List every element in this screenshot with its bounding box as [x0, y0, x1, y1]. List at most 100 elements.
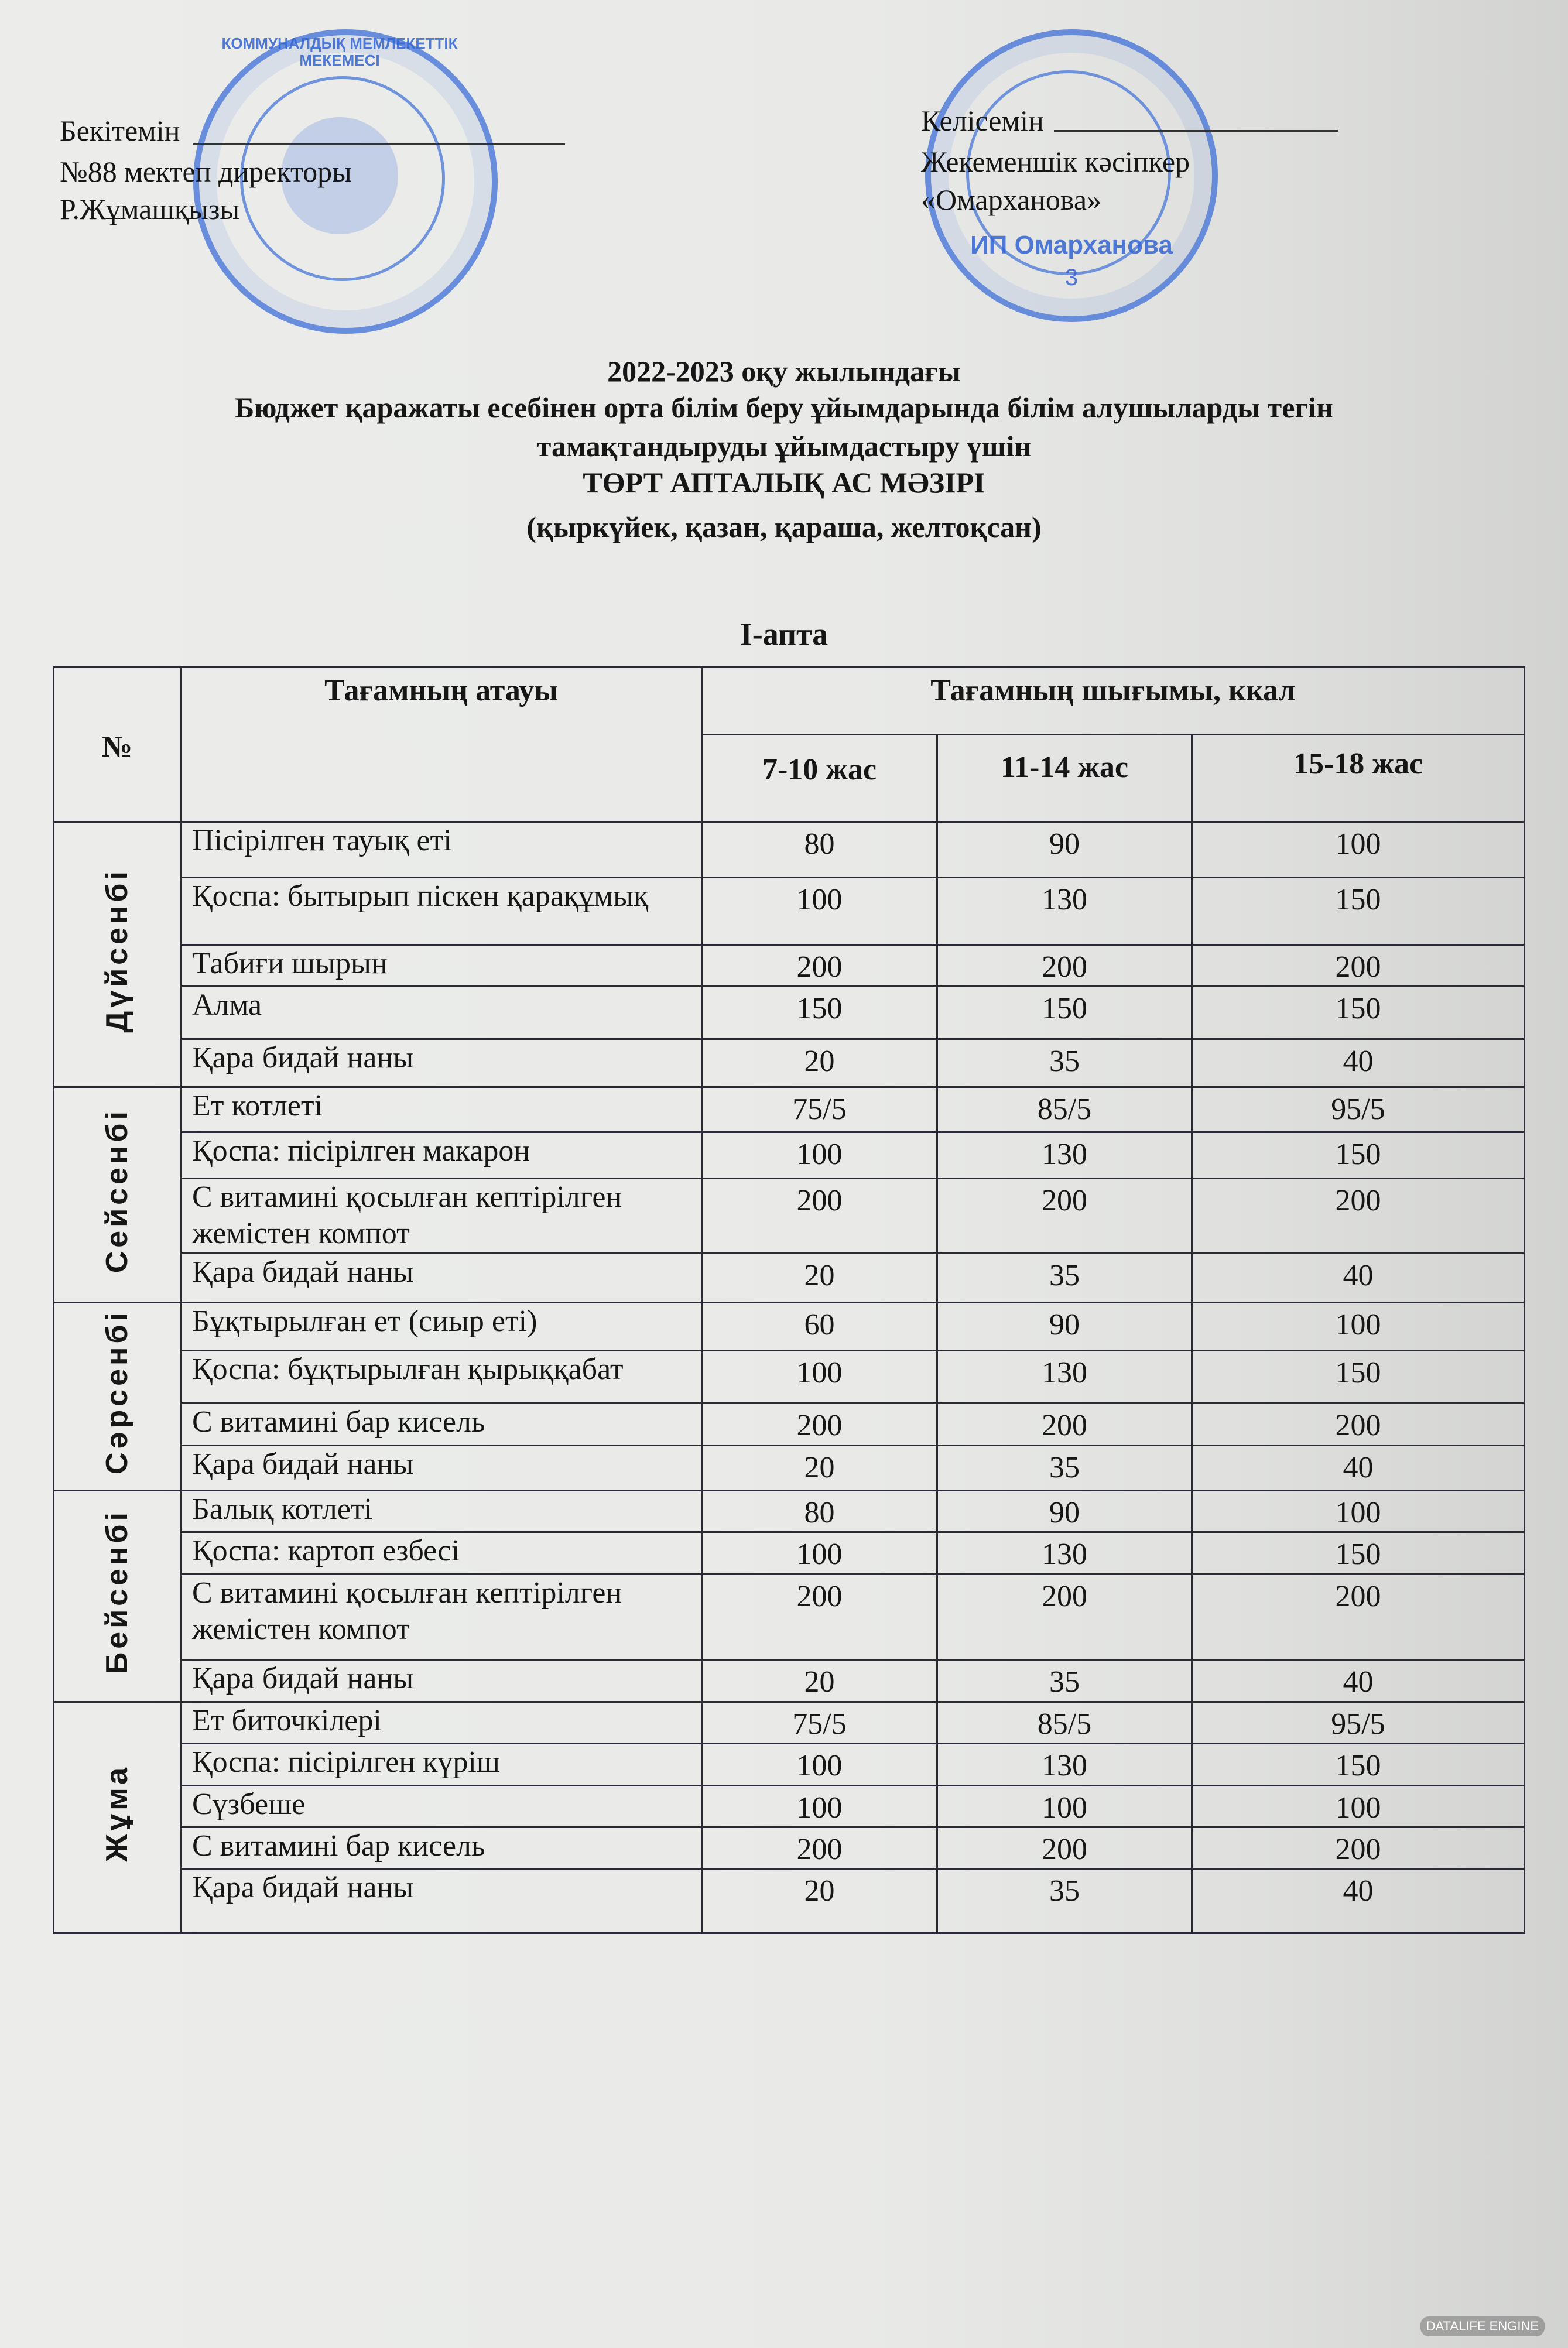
dish-name-cell: Қоспа: картоп езбесі	[180, 1531, 703, 1575]
dish-name-cell: Қара бидай наны	[180, 1252, 703, 1303]
kcal-11-14-cell: 150	[936, 985, 1193, 1040]
kcal-15-18-cell: 100	[1190, 1490, 1526, 1533]
dish-name-cell: С витамині бар кисель	[180, 1826, 703, 1870]
kcal-7-10-cell: 100	[701, 1350, 938, 1404]
kcal-11-14-cell: 130	[936, 1531, 1193, 1575]
school-stamp: КОММУНАЛДЫҚ МЕМЛЕКЕТТІК МЕКЕМЕСІ	[193, 29, 498, 334]
kcal-7-10-cell: 20	[701, 1868, 938, 1934]
kcal-15-18-cell: 100	[1190, 1785, 1526, 1828]
table-row: Сүзбеше 100 100 100	[54, 1785, 1526, 1828]
kcal-15-18-cell: 200	[1190, 1573, 1526, 1661]
kcal-7-10-cell: 200	[701, 944, 938, 987]
kcal-11-14-cell: 90	[936, 821, 1193, 878]
kcal-15-18-cell: 150	[1190, 985, 1526, 1040]
kcal-15-18-cell: 150	[1190, 877, 1526, 946]
kcal-11-14-cell: 200	[936, 1178, 1193, 1254]
kcal-11-14-cell: 90	[936, 1302, 1193, 1351]
day-label: Жұма	[100, 1764, 134, 1862]
day-cell: Сейсенбі	[53, 1086, 182, 1303]
kcal-15-18-cell: 40	[1190, 1038, 1526, 1088]
kcal-15-18-cell: 95/5	[1190, 1701, 1526, 1744]
entrepreneur-stamp-name: ИП Омарханова	[970, 231, 1173, 259]
kcal-7-10-cell: 80	[701, 1490, 938, 1533]
kcal-15-18-cell: 40	[1190, 1252, 1526, 1303]
kcal-11-14-cell: 200	[936, 1573, 1193, 1661]
kcal-15-18-cell: 95/5	[1190, 1086, 1526, 1133]
watermark-logo: DATALIFE ENGINE	[1420, 2316, 1545, 2336]
day-label: Сейсенбі	[100, 1107, 134, 1274]
header-number: №	[53, 666, 182, 823]
kcal-7-10-cell: 200	[701, 1178, 938, 1254]
kcal-7-10-cell: 200	[701, 1573, 938, 1661]
title-year: 2022-2023 оқу жылындағы	[607, 355, 961, 388]
kcal-7-10-cell: 100	[701, 1131, 938, 1179]
title-purpose-1: Бюджет қаражаты есебінен орта білім беру…	[235, 391, 1333, 424]
kcal-11-14-cell: 90	[936, 1490, 1193, 1533]
dish-name-cell: Қоспа: пісірілген күріш	[180, 1743, 703, 1786]
agree-label: Келісемін	[921, 104, 1044, 137]
table-row: С витамині бар кисель 200 200 200	[54, 1402, 1526, 1446]
kcal-11-14-cell: 35	[936, 1445, 1193, 1491]
dish-name-cell: Қоспа: бытырып піскен қарақұмық	[180, 877, 703, 946]
header-age-7-10: 7-10 жас	[701, 734, 938, 823]
dish-name-cell: Табиғи шырын	[180, 944, 703, 987]
kcal-15-18-cell: 100	[1190, 821, 1526, 878]
title-purpose-2: тамақтандыруды ұйымдастыру үшін	[536, 430, 1032, 463]
title-months: (қыркүйек, қазан, қараша, желтоқсан)	[526, 511, 1042, 543]
day-cell: Сәрсенбі	[53, 1302, 182, 1491]
kcal-11-14-cell: 35	[936, 1868, 1193, 1934]
dish-name-cell: С витамині қосылған кептірілген жемістен…	[180, 1573, 703, 1661]
day-cell: Жұма	[53, 1701, 182, 1934]
kcal-7-10-cell: 200	[701, 1826, 938, 1870]
approve-position: №88 мектеп директоры	[60, 155, 352, 188]
kcal-7-10-cell: 150	[701, 985, 938, 1040]
kcal-7-10-cell: 20	[701, 1038, 938, 1088]
dish-name-cell: Балық котлеті	[180, 1490, 703, 1533]
kcal-11-14-cell: 35	[936, 1038, 1193, 1088]
day-label: Дүйсенбі	[100, 867, 134, 1033]
dish-name-cell: Бұқтырылған ет (сиыр еті)	[180, 1302, 703, 1351]
dish-name-cell: Қоспа: бұқтырылған қырыққабат	[180, 1350, 703, 1404]
kcal-15-18-cell: 40	[1190, 1659, 1526, 1703]
agree-name: «Омарханова»	[921, 183, 1102, 216]
table-row: Қоспа: бытырып піскен қарақұмық 100 130 150	[54, 877, 1526, 946]
entrepreneur-stamp-number: 3	[1064, 265, 1079, 290]
kcal-15-18-cell: 150	[1190, 1531, 1526, 1575]
table-row: С витамині қосылған кептірілген жемістен…	[54, 1573, 1526, 1661]
kcal-11-14-cell: 200	[936, 1402, 1193, 1446]
agree-position: Жекеменшік кәсіпкер	[921, 145, 1190, 178]
kcal-11-14-cell: 200	[936, 1826, 1193, 1870]
kcal-7-10-cell: 75/5	[701, 1701, 938, 1744]
day-label: Сәрсенбі	[100, 1309, 134, 1475]
day-cell: Бейсенбі	[53, 1490, 182, 1703]
agree-signature-line	[1054, 130, 1338, 132]
dish-name-cell: Қара бидай наны	[180, 1038, 703, 1088]
kcal-11-14-cell: 100	[936, 1785, 1193, 1828]
approve-name: Р.Жұмашқызы	[60, 193, 240, 225]
header-age-15-18: 15-18 жас	[1190, 734, 1526, 823]
table-row: Қара бидай наны 20 35 40	[54, 1868, 1526, 1934]
kcal-15-18-cell: 150	[1190, 1131, 1526, 1179]
table-row: С витамині бар кисель 200 200 200	[54, 1826, 1526, 1870]
dish-name-cell: Қара бидай наны	[180, 1659, 703, 1703]
kcal-11-14-cell: 85/5	[936, 1086, 1193, 1133]
table-row: Жұма Ет биточкілері 75/5 85/5 95/5	[53, 1701, 1526, 1934]
kcal-15-18-cell: 200	[1190, 1826, 1526, 1870]
kcal-15-18-cell: 200	[1190, 944, 1526, 987]
kcal-7-10-cell: 100	[701, 1785, 938, 1828]
dish-name-cell: Қара бидай наны	[180, 1445, 703, 1491]
dish-name-cell: Қоспа: пісірілген макарон	[180, 1131, 703, 1179]
kcal-7-10-cell: 75/5	[701, 1086, 938, 1133]
kcal-7-10-cell: 20	[701, 1659, 938, 1703]
kcal-15-18-cell: 150	[1190, 1350, 1526, 1404]
table-row: Бейсенбі Балық котлеті 80 90 100	[53, 1490, 1526, 1703]
kcal-7-10-cell: 20	[701, 1252, 938, 1303]
table-row: Қара бидай наны 20 35 40	[54, 1252, 1526, 1303]
header-output: Тағамның шығымы, ккал	[700, 666, 1526, 735]
table-row: Қоспа: картоп езбесі 100 130 150	[54, 1531, 1526, 1575]
approve-label: Бекітемін	[60, 114, 180, 147]
title-menu: ТӨРТ АПТАЛЫҚ АС МӘЗІРІ	[583, 466, 985, 499]
table-row: Сәрсенбі Бұқтырылған ет (сиыр еті) 60 90 100	[53, 1302, 1526, 1491]
week-label: I-апта	[740, 617, 828, 652]
table-row: Алма 150 150 150	[54, 985, 1526, 1040]
